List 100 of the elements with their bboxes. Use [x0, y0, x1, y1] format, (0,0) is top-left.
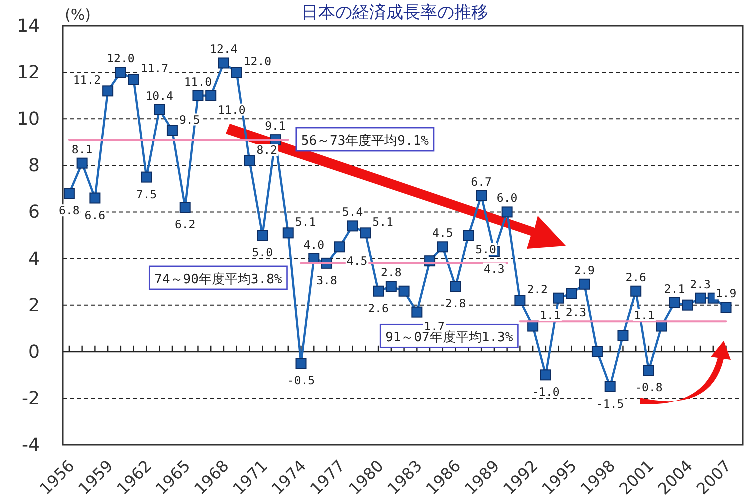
- point: [682, 300, 694, 311]
- y-tick-label: 6: [28, 202, 40, 224]
- data-label: 1.1: [634, 308, 655, 322]
- y-tick-label: 10: [17, 109, 40, 130]
- data-label: 12.0: [107, 52, 135, 66]
- data-label: 8.1: [72, 142, 93, 156]
- data-label: 1.9: [716, 286, 737, 301]
- point: [102, 86, 114, 97]
- y-tick-label: 14: [17, 16, 40, 37]
- point: [604, 381, 616, 392]
- data-label: 2.3: [566, 305, 587, 320]
- point: [166, 125, 178, 136]
- point: [115, 67, 126, 78]
- point: [282, 228, 294, 239]
- point: [463, 230, 474, 241]
- data-label: 6.8: [59, 204, 80, 218]
- data-label: 11.0: [218, 102, 246, 117]
- series-label: 74～90年度平均3.8%: [154, 271, 282, 288]
- point: [630, 286, 642, 297]
- data-label: 5.0: [476, 242, 497, 256]
- data-label: 5.1: [295, 215, 316, 230]
- data-label: -1.5: [596, 396, 624, 411]
- point: [618, 330, 629, 342]
- data-label: -0.8: [635, 380, 663, 395]
- point: [566, 288, 578, 300]
- point: [695, 292, 706, 304]
- point: [643, 365, 654, 376]
- data-label: 11.0: [184, 74, 212, 89]
- point: [437, 242, 448, 253]
- data-label: 2.6: [368, 301, 389, 316]
- point: [257, 230, 268, 241]
- data-label: 8.2: [256, 143, 278, 158]
- point: [360, 228, 372, 239]
- point: [347, 220, 358, 232]
- data-label: 5.1: [372, 215, 394, 230]
- data-label: 2.1: [664, 282, 686, 296]
- point: [412, 306, 423, 318]
- data-label: 1.7: [424, 319, 446, 334]
- data-label: 2.2: [527, 282, 548, 297]
- point: [141, 172, 152, 183]
- data-label: 12.4: [210, 42, 238, 56]
- point: [720, 302, 732, 314]
- y-axis-title: (%): [65, 6, 91, 24]
- y-tick-label: 0: [28, 342, 40, 363]
- data-label: 12.0: [244, 54, 272, 69]
- point: [206, 90, 217, 102]
- point: [669, 298, 680, 309]
- point: [502, 206, 513, 218]
- data-label: 9.5: [179, 112, 200, 127]
- data-label: 6.7: [471, 174, 492, 189]
- point: [373, 286, 384, 297]
- point: [128, 74, 140, 86]
- data-label: 5.0: [252, 246, 274, 260]
- data-label: 5.4: [342, 205, 364, 220]
- point: [296, 358, 307, 370]
- point: [64, 188, 75, 200]
- data-label: 2.8: [445, 296, 466, 311]
- point: [540, 370, 552, 381]
- y-tick-label: 12: [17, 62, 40, 84]
- data-label: 1.1: [540, 308, 561, 322]
- data-label: 6.0: [496, 191, 518, 206]
- point: [398, 286, 410, 297]
- point: [180, 202, 191, 214]
- y-tick-label: 2: [28, 295, 40, 316]
- point: [450, 281, 462, 292]
- data-label: 4.3: [484, 262, 505, 276]
- point: [231, 67, 242, 78]
- data-label: 2.8: [381, 266, 402, 280]
- data-label: 4.5: [432, 226, 454, 240]
- chart-title: 日本の経済成長率の推移: [302, 3, 488, 23]
- point: [514, 295, 526, 306]
- point: [334, 242, 346, 253]
- data-label: 2.3: [690, 277, 711, 292]
- point: [192, 90, 204, 102]
- point: [386, 281, 397, 292]
- data-label: 7.5: [136, 187, 158, 202]
- point: [579, 278, 590, 290]
- point: [592, 346, 603, 358]
- point: [154, 104, 166, 116]
- data-label: 3.8: [316, 273, 338, 288]
- point: [244, 156, 256, 167]
- point: [90, 192, 101, 204]
- y-tick-label: 4: [28, 248, 40, 270]
- y-tick-label: -2: [22, 388, 40, 410]
- data-label: 11.7: [140, 62, 169, 76]
- point: [76, 158, 88, 169]
- data-label: 2.6: [626, 270, 647, 284]
- point: [218, 58, 230, 69]
- data-label: 9.1: [265, 119, 286, 134]
- data-label: 6.6: [84, 208, 106, 222]
- point: [553, 292, 564, 304]
- data-label: -1.0: [532, 385, 560, 400]
- y-tick-label: 8: [28, 156, 40, 177]
- data-label: 4.0: [304, 238, 325, 252]
- data-label: 2.9: [574, 263, 596, 278]
- data-label: 4.5: [346, 254, 368, 268]
- series-label: 56～73年度平均9.1%: [301, 133, 430, 150]
- data-label: 11.2: [73, 73, 102, 88]
- data-label: 10.4: [146, 88, 174, 103]
- y-tick-label: -4: [22, 435, 40, 456]
